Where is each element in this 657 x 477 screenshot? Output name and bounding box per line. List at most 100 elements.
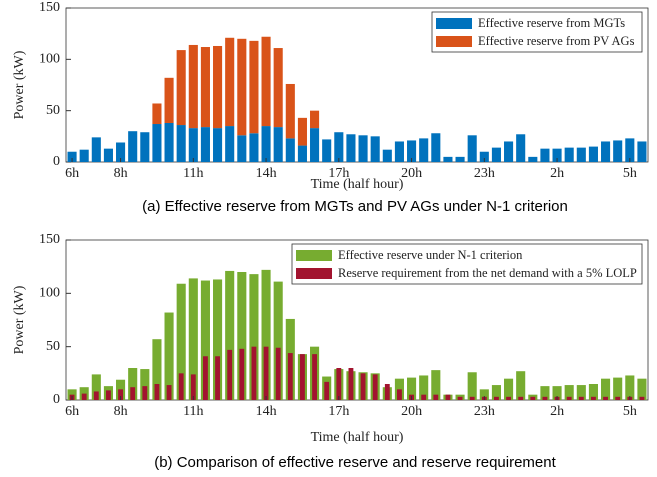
bar (540, 386, 550, 400)
bar (566, 396, 572, 400)
bar (106, 390, 111, 400)
bar (176, 50, 186, 126)
bar (431, 370, 441, 400)
bar (639, 396, 645, 400)
legend-label: Effective reserve from PV AGs (478, 34, 635, 48)
bar (613, 140, 623, 162)
bar (273, 281, 283, 400)
x-tick-label: 2h (550, 404, 564, 419)
bar (310, 110, 320, 129)
bar (384, 384, 390, 400)
bar (93, 391, 99, 400)
bar (494, 396, 499, 400)
bar (285, 83, 295, 139)
bar (263, 346, 269, 400)
bar (188, 278, 198, 400)
bar (225, 126, 235, 162)
bar (394, 141, 404, 162)
bar (239, 348, 245, 400)
bar (542, 396, 548, 400)
x-tick-label: 17h (328, 166, 349, 181)
bar (188, 128, 198, 162)
bar (407, 377, 417, 400)
x-tick-label: 14h (256, 404, 277, 419)
bar (576, 147, 586, 162)
bar (479, 151, 489, 162)
x-tick-label: 2h (550, 166, 564, 181)
bar (491, 385, 501, 400)
bar (91, 137, 101, 162)
y-tick-label: 100 (39, 52, 60, 67)
y-axis-label: Power (kW) (12, 50, 27, 119)
bar (67, 151, 77, 162)
bar (397, 389, 402, 400)
x-tick-label: 6h (65, 404, 79, 419)
legend-swatch (296, 250, 332, 261)
bar (203, 356, 208, 400)
bar (300, 354, 305, 400)
bar (166, 385, 172, 400)
bar (178, 373, 184, 400)
bar (164, 77, 174, 123)
bar (603, 396, 608, 400)
bar (445, 394, 451, 400)
bar (578, 396, 584, 400)
bar (140, 369, 150, 400)
x-tick-label: 6h (65, 166, 79, 181)
chart-title: (b) Comparison of effective reserve and … (154, 454, 556, 471)
y-tick-label: 100 (39, 286, 60, 301)
bar (382, 149, 392, 162)
bar (152, 124, 162, 162)
bar (190, 374, 196, 400)
bar (81, 393, 87, 400)
x-tick-label: 5h (623, 166, 637, 181)
bar (164, 122, 174, 162)
bar (637, 378, 647, 400)
bar (625, 375, 635, 400)
bar (372, 374, 378, 400)
bar (188, 44, 198, 129)
bar (91, 374, 101, 400)
bar (625, 138, 635, 162)
bar (455, 156, 465, 162)
bar (128, 368, 138, 400)
bar (528, 156, 538, 162)
bar (615, 396, 621, 400)
bar (273, 48, 283, 128)
bar (297, 145, 307, 162)
bar (273, 127, 283, 162)
bar (601, 141, 611, 162)
bar (564, 147, 574, 162)
y-axis-label: Power (kW) (12, 285, 27, 354)
x-tick-label: 8h (114, 166, 128, 181)
x-tick-label: 11h (183, 404, 203, 419)
bar (564, 385, 574, 400)
bar (225, 270, 235, 400)
bar (516, 134, 526, 162)
bar (370, 136, 380, 162)
bar (443, 156, 453, 162)
bar (140, 132, 150, 162)
bar (346, 134, 356, 162)
x-axis-label: Time (half hour) (311, 177, 404, 192)
legend-label: Effective reserve under N-1 criterion (338, 248, 523, 262)
bar (407, 140, 417, 162)
bar (213, 45, 223, 129)
bar (142, 386, 148, 400)
x-tick-label: 17h (328, 404, 349, 419)
legend-swatch (296, 268, 332, 279)
legend-swatch (436, 36, 472, 47)
bar (336, 368, 342, 400)
x-tick-label: 20h (401, 404, 422, 419)
bar (128, 131, 138, 162)
bar (613, 377, 623, 400)
bar (237, 135, 247, 162)
bar (421, 394, 427, 400)
bar (419, 375, 429, 400)
bar (433, 394, 439, 400)
x-tick-label: 20h (401, 166, 422, 181)
bar (227, 349, 233, 400)
x-axis-label: Time (half hour) (311, 430, 404, 445)
bar (504, 378, 514, 400)
bar (200, 127, 210, 162)
